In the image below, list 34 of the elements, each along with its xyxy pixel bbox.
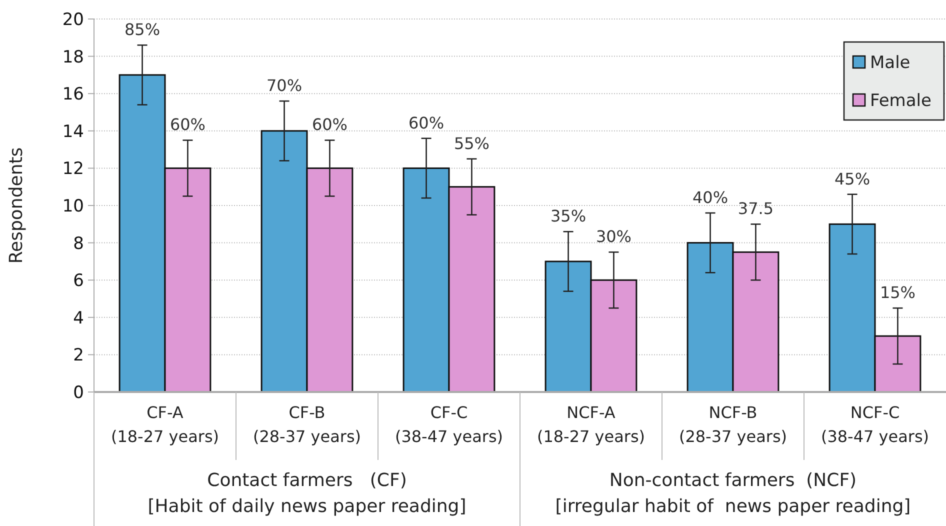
y-tick-label: 6 [73,271,84,292]
annotation: 70% [266,76,302,96]
annotation: 15% [880,283,916,302]
y-tick-label: 8 [73,234,84,254]
x-tick-label: CF-B (28-37 years) [252,403,362,446]
y-axis-title: Respondents [6,147,27,264]
y-tick-label: 10 [62,196,84,216]
legend-label: Female [870,90,932,111]
y-tick-label: 2 [73,346,84,366]
x-tick-label: NCF-B (28-37 years) [678,403,788,446]
y-tick-label: 16 [62,84,84,105]
annotation: 60% [312,115,348,134]
annotation: 35% [550,206,586,226]
annotation: 60% [408,113,444,132]
annotation: 37.5 [738,199,774,218]
y-tick-label: 12 [62,159,84,180]
x-tick-label: NCF-C (38-47 years) [820,403,930,446]
annotation: 55% [454,134,490,153]
text: Non-contact farmers (NCF) [irregular habit of news paper reading] [555,470,911,517]
annotation: 60% [170,115,206,134]
y-tick-label: 0 [73,382,84,403]
annotation: 40% [692,188,728,207]
y-tick-label: 4 [73,308,84,328]
x-tick-label: NCF-A (18-27 years) [536,403,646,446]
y-tick-label: 20 [62,10,84,30]
text: Contact farmers (CF) [Habit of daily news paper reading] [148,470,466,517]
x-tick-label: CF-C (38-47 years) [394,403,504,446]
x-tick-label: CF-A (18-27 years) [110,403,220,446]
legend-label: Male [870,52,910,73]
y-tick-label: 18 [62,47,84,68]
annotation: 30% [596,227,632,246]
annotation: 85% [124,20,160,40]
annotation: 45% [834,169,870,188]
y-tick-label: 14 [62,122,84,142]
